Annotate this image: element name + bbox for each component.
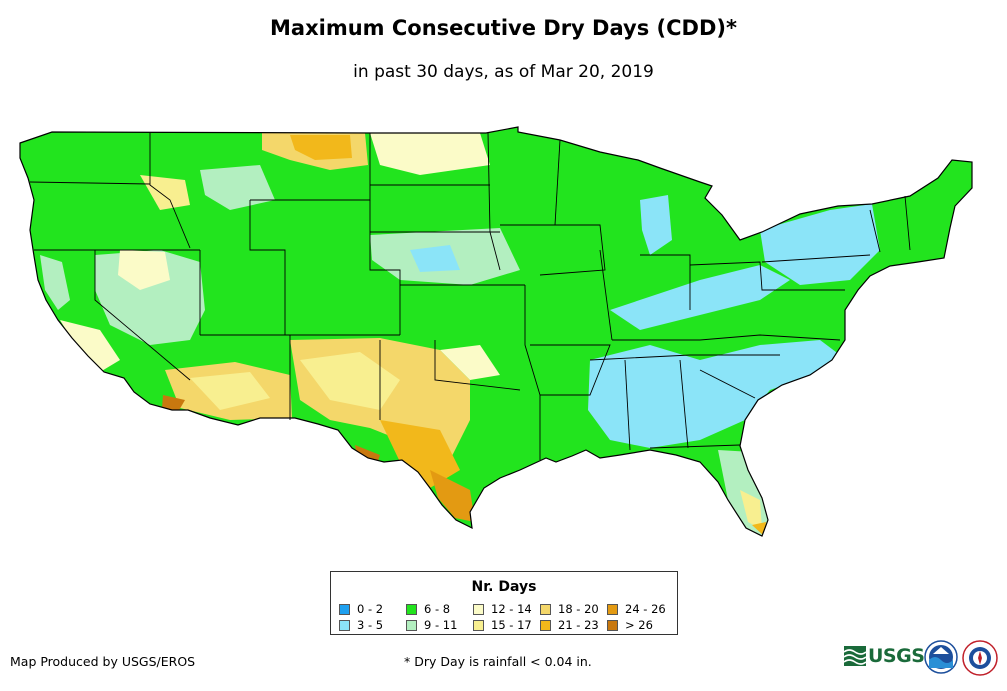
legend-item: > 26 xyxy=(607,618,653,632)
legend-label: 18 - 20 xyxy=(558,602,599,616)
legend-label: 6 - 8 xyxy=(424,602,451,616)
legend-swatch xyxy=(607,603,618,615)
region-3-5-northeast xyxy=(760,204,880,285)
nws-seal-icon xyxy=(962,640,998,676)
legend-swatch xyxy=(607,619,618,631)
region-over-26-baja xyxy=(162,395,185,412)
region-21-23-montana xyxy=(290,135,352,160)
legend-label: 0 - 2 xyxy=(357,602,384,616)
legend-label: 24 - 26 xyxy=(625,602,666,616)
legend-swatch xyxy=(473,619,484,631)
region-15-17-new-mexico xyxy=(300,352,400,410)
legend-item: 9 - 11 xyxy=(406,618,457,632)
region-21-23-south-texas xyxy=(380,420,460,488)
noaa-seal-icon xyxy=(924,640,958,674)
region-21-23-keys xyxy=(752,522,766,536)
legend-item: 15 - 17 xyxy=(473,618,532,632)
legend-swatch xyxy=(540,619,551,631)
legend-label: 12 - 14 xyxy=(491,602,532,616)
legend-label: 3 - 5 xyxy=(357,618,384,632)
region-12-14-california xyxy=(60,320,120,372)
region-9-11-idaho xyxy=(200,165,275,210)
region-15-17-oregon-east xyxy=(140,175,190,210)
region-3-5-southeast xyxy=(588,340,840,448)
legend-swatch xyxy=(339,603,350,615)
region-15-17-arizona xyxy=(190,372,270,410)
legend-swatch xyxy=(406,619,417,631)
legend-swatch xyxy=(473,603,484,615)
usgs-logo-text: USGS xyxy=(868,645,925,667)
region-3-5-nebraska xyxy=(410,245,460,272)
legend-swatch xyxy=(540,603,551,615)
region-6-8-maine xyxy=(900,165,972,230)
region-12-14-north-dakota xyxy=(370,133,490,175)
region-3-5-ohio-valley xyxy=(610,265,790,330)
region-15-17-south-florida xyxy=(740,490,762,530)
legend: Nr. Days 0 - 2 3 - 5 6 - 8 9 - 11 12 - 1… xyxy=(330,571,678,635)
legend-label: 15 - 17 xyxy=(491,618,532,632)
producer-credit: Map Produced by USGS/EROS xyxy=(10,654,196,669)
legend-item: 18 - 20 xyxy=(540,602,599,616)
map-subtitle: in past 30 days, as of Mar 20, 2019 xyxy=(353,62,654,82)
legend-item: 3 - 5 xyxy=(339,618,383,632)
legend-item: 12 - 14 xyxy=(473,602,532,616)
region-3-5-michigan xyxy=(640,195,672,255)
usgs-logo: USGS xyxy=(844,645,925,667)
map-title: Maximum Consecutive Dry Days (CDD)* xyxy=(270,16,737,40)
region-9-11-coast xyxy=(40,255,70,310)
legend-label: 9 - 11 xyxy=(424,618,458,632)
cdd-map xyxy=(19,126,973,537)
dry-day-footnote: * Dry Day is rainfall < 0.04 in. xyxy=(404,654,592,669)
legend-label: > 26 xyxy=(625,618,653,632)
legend-label: 21 - 23 xyxy=(558,618,599,632)
legend-item: 21 - 23 xyxy=(540,618,599,632)
legend-item: 24 - 26 xyxy=(607,602,666,616)
legend-swatch xyxy=(406,603,417,615)
legend-item: 6 - 8 xyxy=(406,602,450,616)
legend-item: 0 - 2 xyxy=(339,602,383,616)
state-boundaries xyxy=(19,126,973,537)
legend-title: Nr. Days xyxy=(471,579,537,595)
usgs-waves-icon xyxy=(844,646,866,666)
legend-swatch xyxy=(339,619,350,631)
region-12-14-nevada xyxy=(118,250,170,290)
region-12-14-oklahoma xyxy=(440,345,500,380)
region-24-26-south-texas xyxy=(430,470,475,522)
